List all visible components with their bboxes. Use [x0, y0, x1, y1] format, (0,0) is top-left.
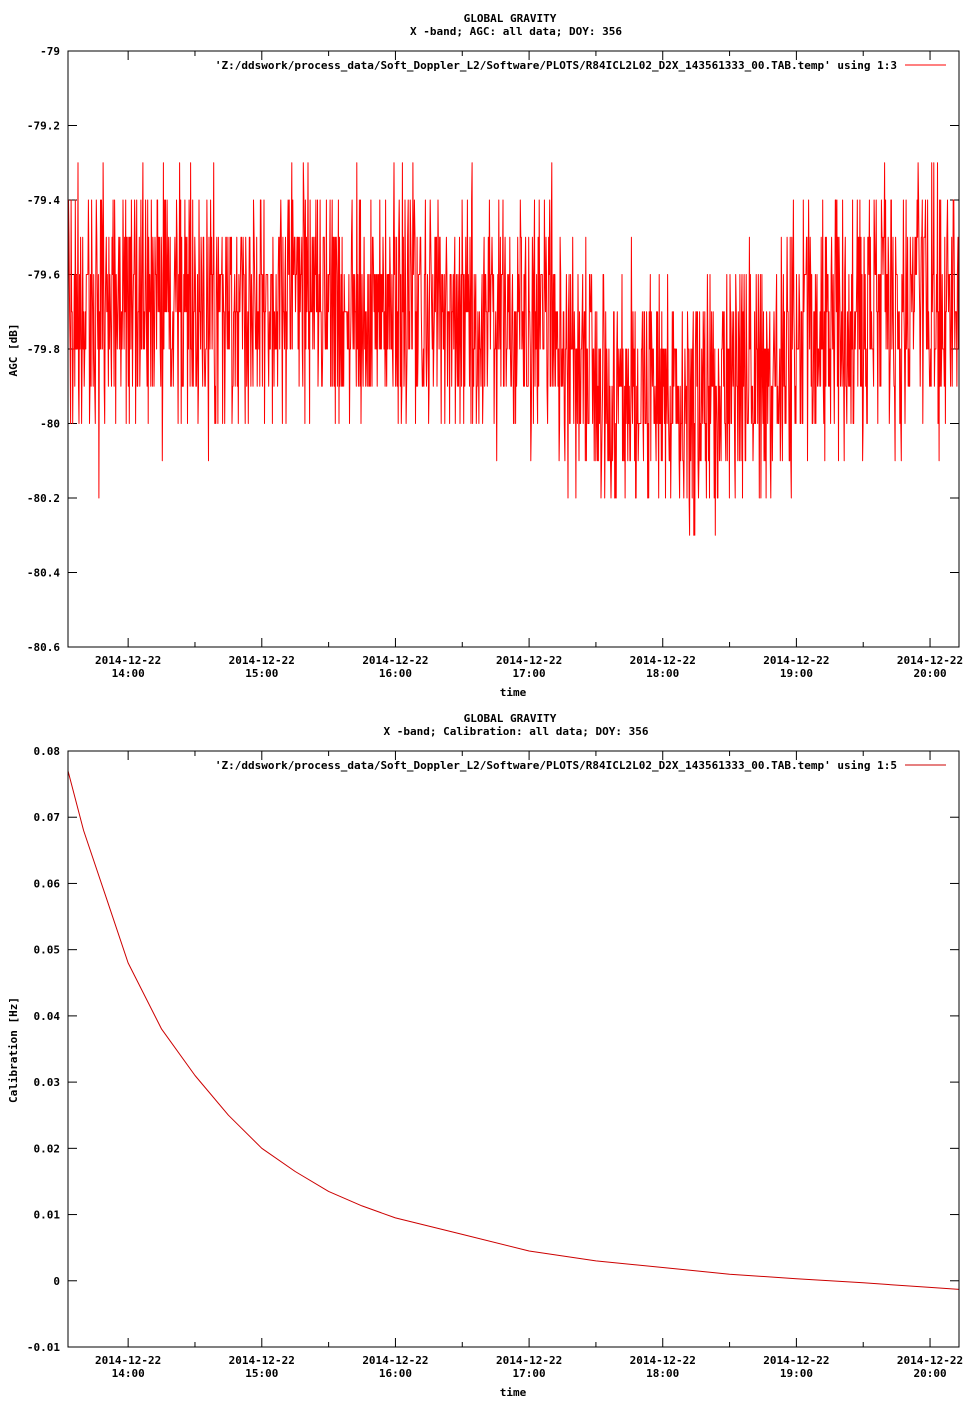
calibration-tick-labels: 0.08 0.07 0.06 0.05 0.04 0.03 0.02 0.01 0 -0.01 20… [27, 745, 963, 1380]
calibration-ytick-label: 0.01 [34, 1209, 61, 1222]
agc-axes [68, 50, 959, 648]
calibration-xtick-date: 2014-12-22 [763, 1354, 829, 1367]
calibration-xtick-date: 2014-12-22 [95, 1354, 161, 1367]
calibration-chart: GLOBAL GRAVITY X -band; Calibration: all… [7, 712, 963, 1399]
agc-ytick-label: -79.4 [27, 194, 60, 207]
agc-xtick-time: 14:00 [112, 667, 145, 680]
agc-xtick-time: 15:00 [245, 667, 278, 680]
calibration-ytick-label: 0.04 [34, 1010, 61, 1023]
calibration-xtick-date: 2014-12-22 [630, 1354, 696, 1367]
calibration-xtick-time: 15:00 [245, 1367, 278, 1380]
agc-xtick-time: 20:00 [913, 667, 946, 680]
agc-xlabel: time [500, 686, 527, 699]
calibration-plot-frame [67, 750, 960, 1348]
calibration-ytick-label: 0.05 [34, 944, 61, 957]
calibration-legend-label: 'Z:/ddswork/process_data/Soft_Doppler_L2… [215, 759, 897, 772]
agc-tick-labels: -79 -79.2 -79.4 -79.6 -79.8 -80 -80.2 -80.4 -80.… [27, 45, 963, 680]
agc-xtick-time: 16:00 [379, 667, 412, 680]
calibration-xtick-time: 16:00 [379, 1367, 412, 1380]
calibration-xtick-date: 2014-12-22 [229, 1354, 295, 1367]
calibration-ytick-label: 0.06 [34, 877, 61, 890]
agc-subtitle: X -band; AGC: all data; DOY: 356 [410, 25, 622, 38]
calibration-ytick-label: -0.01 [27, 1341, 60, 1354]
agc-xtick-date: 2014-12-22 [630, 654, 696, 667]
calibration-ylabel: Calibration [Hz] [7, 997, 20, 1103]
agc-ytick-label: -80 [40, 418, 60, 431]
agc-xtick-date: 2014-12-22 [362, 654, 428, 667]
agc-ytick-label: -80.4 [27, 567, 60, 580]
calibration-ytick-label: 0.07 [34, 811, 61, 824]
agc-xtick-date: 2014-12-22 [95, 654, 161, 667]
calibration-xtick-time: 17:00 [513, 1367, 546, 1380]
calibration-xtick-time: 19:00 [780, 1367, 813, 1380]
agc-title: GLOBAL GRAVITY [464, 12, 557, 25]
agc-ytick-label: -79.2 [27, 120, 60, 133]
agc-xtick-date: 2014-12-22 [763, 654, 829, 667]
calibration-xtick-date: 2014-12-22 [496, 1354, 562, 1367]
calibration-title: GLOBAL GRAVITY [464, 712, 557, 725]
calibration-xlabel: time [500, 1386, 527, 1399]
calibration-xtick-time: 20:00 [913, 1367, 946, 1380]
calibration-ytick-label: 0.08 [34, 745, 61, 758]
calibration-axes [68, 750, 959, 1348]
agc-ytick-label: -79 [40, 45, 60, 58]
calibration-xtick-time: 18:00 [646, 1367, 679, 1380]
agc-ytick-label: -80.6 [27, 641, 60, 654]
agc-legend-label: 'Z:/ddswork/process_data/Soft_Doppler_L2… [215, 59, 897, 72]
agc-xtick-time: 17:00 [513, 667, 546, 680]
calibration-xtick-date: 2014-12-22 [897, 1354, 963, 1367]
agc-ytick-label: -79.6 [27, 269, 60, 282]
agc-series [67, 162, 959, 536]
calibration-series-line [67, 770, 960, 1290]
agc-chart: GLOBAL GRAVITY X -band; AGC: all data; D… [7, 12, 963, 699]
agc-ytick-label: -80.2 [27, 492, 60, 505]
agc-plot-frame [67, 50, 960, 648]
agc-series-line [67, 162, 959, 536]
calibration-series [67, 770, 960, 1290]
calibration-ytick-label: 0.02 [34, 1142, 61, 1155]
calibration-subtitle: X -band; Calibration: all data; DOY: 356 [384, 725, 649, 738]
agc-ytick-label: -79.8 [27, 343, 60, 356]
calibration-xtick-time: 14:00 [112, 1367, 145, 1380]
agc-xtick-date: 2014-12-22 [496, 654, 562, 667]
agc-xtick-time: 18:00 [646, 667, 679, 680]
agc-ylabel: AGC [dB] [7, 324, 20, 377]
calibration-ytick-label: 0.03 [34, 1076, 61, 1089]
calibration-ytick-label: 0 [53, 1275, 60, 1288]
calibration-xtick-date: 2014-12-22 [362, 1354, 428, 1367]
agc-xtick-date: 2014-12-22 [897, 654, 963, 667]
agc-xtick-time: 19:00 [780, 667, 813, 680]
agc-xtick-date: 2014-12-22 [229, 654, 295, 667]
